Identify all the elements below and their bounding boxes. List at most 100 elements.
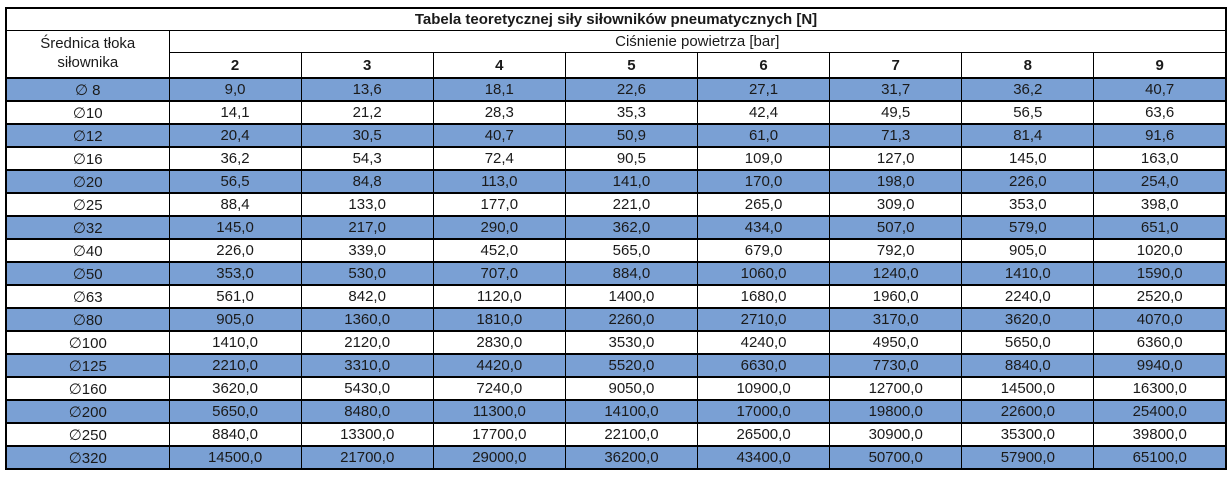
diameter-cell: ∅32 <box>5 215 170 240</box>
diameter-cell: ∅250 <box>5 422 170 447</box>
table-row: ∅320 14500,0 21700,0 29000,0 36200,0 43400,0 5… <box>5 445 1227 470</box>
force-value-cell: 9940,0 <box>1093 353 1227 378</box>
pressure-col-header: 8 <box>961 52 1095 79</box>
force-value-cell: 353,0 <box>168 261 302 286</box>
force-value-cell: 36,2 <box>168 146 302 171</box>
force-value-cell: 14500,0 <box>168 445 302 470</box>
force-value-cell: 145,0 <box>168 215 302 240</box>
diameter-cell: ∅80 <box>5 307 170 332</box>
force-value-cell: 2830,0 <box>432 330 566 355</box>
force-value-cell: 1240,0 <box>829 261 963 286</box>
force-value-cell: 884,0 <box>564 261 699 286</box>
diameter-cell: ∅50 <box>5 261 170 286</box>
force-value-cell: 7240,0 <box>432 376 566 401</box>
force-value-cell: 3620,0 <box>168 376 302 401</box>
force-value-cell: 5430,0 <box>300 376 434 401</box>
force-value-cell: 56,5 <box>961 100 1095 125</box>
force-value-cell: 19800,0 <box>829 399 963 424</box>
force-value-cell: 842,0 <box>300 284 434 309</box>
pressure-col-header: 7 <box>829 52 963 79</box>
force-value-cell: 84,8 <box>300 169 434 194</box>
force-value-cell: 2260,0 <box>564 307 699 332</box>
force-value-cell: 198,0 <box>829 169 963 194</box>
force-value-cell: 707,0 <box>432 261 566 286</box>
force-value-cell: 2710,0 <box>696 307 831 332</box>
force-value-cell: 8840,0 <box>961 353 1095 378</box>
force-value-cell: 30900,0 <box>829 422 963 447</box>
group-header-row: Średnica tłoka siłownika Ciśnienie powie… <box>5 30 1227 79</box>
force-value-cell: 217,0 <box>300 215 434 240</box>
force-value-cell: 1410,0 <box>961 261 1095 286</box>
force-value-cell: 1400,0 <box>564 284 699 309</box>
force-value-cell: 81,4 <box>961 123 1095 148</box>
force-value-cell: 65100,0 <box>1093 445 1227 470</box>
force-value-cell: 226,0 <box>961 169 1095 194</box>
table-title: Tabela teoretycznej siły siłowników pneu… <box>5 7 1227 31</box>
row-header-diameter: Średnica tłoka siłownika <box>5 30 170 79</box>
force-value-cell: 1410,0 <box>168 330 302 355</box>
pressure-col-header: 2 <box>168 52 302 79</box>
table-header: Tabela teoretycznej siły siłowników pneu… <box>5 7 1227 79</box>
force-value-cell: 42,4 <box>696 100 831 125</box>
force-value-cell: 63,6 <box>1093 100 1227 125</box>
force-value-cell: 221,0 <box>564 192 699 217</box>
force-value-cell: 163,0 <box>1093 146 1227 171</box>
force-value-cell: 8480,0 <box>300 399 434 424</box>
force-value-cell: 579,0 <box>961 215 1095 240</box>
force-value-cell: 35300,0 <box>961 422 1095 447</box>
force-value-cell: 2240,0 <box>961 284 1095 309</box>
force-value-cell: 353,0 <box>961 192 1095 217</box>
force-value-cell: 40,7 <box>1093 77 1227 102</box>
force-value-cell: 254,0 <box>1093 169 1227 194</box>
pressure-col-header: 5 <box>564 52 699 79</box>
force-value-cell: 5650,0 <box>168 399 302 424</box>
table-row: ∅ 8 9,0 13,6 18,1 22,6 27,1 31,7 36,2 40,7 <box>5 77 1227 102</box>
pneumatic-force-table: Tabela teoretycznej siły siłowników pneu… <box>5 7 1227 470</box>
table-row: ∅10 14,1 21,2 28,3 35,3 42,4 49,5 56,5 63,6 <box>5 100 1227 125</box>
force-value-cell: 9,0 <box>168 77 302 102</box>
force-value-cell: 36200,0 <box>564 445 699 470</box>
force-value-cell: 5650,0 <box>961 330 1095 355</box>
force-value-cell: 91,6 <box>1093 123 1227 148</box>
force-value-cell: 565,0 <box>564 238 699 263</box>
force-value-cell: 452,0 <box>432 238 566 263</box>
force-value-cell: 362,0 <box>564 215 699 240</box>
force-value-cell: 14,1 <box>168 100 302 125</box>
force-value-cell: 530,0 <box>300 261 434 286</box>
force-value-cell: 6360,0 <box>1093 330 1227 355</box>
pressure-col-header: 9 <box>1093 52 1227 79</box>
force-value-cell: 1060,0 <box>696 261 831 286</box>
force-value-cell: 905,0 <box>961 238 1095 263</box>
force-value-cell: 13,6 <box>300 77 434 102</box>
force-value-cell: 17700,0 <box>432 422 566 447</box>
force-value-cell: 29000,0 <box>432 445 566 470</box>
force-value-cell: 651,0 <box>1093 215 1227 240</box>
force-value-cell: 561,0 <box>168 284 302 309</box>
table-row: ∅12 20,4 30,5 40,7 50,9 61,0 71,3 81,4 91,6 <box>5 123 1227 148</box>
force-value-cell: 905,0 <box>168 307 302 332</box>
force-value-cell: 10900,0 <box>696 376 831 401</box>
force-value-cell: 2120,0 <box>300 330 434 355</box>
force-value-cell: 14500,0 <box>961 376 1095 401</box>
force-value-cell: 11300,0 <box>432 399 566 424</box>
diameter-cell: ∅16 <box>5 146 170 171</box>
title-row: Tabela teoretycznej siły siłowników pneu… <box>5 7 1227 31</box>
force-value-cell: 109,0 <box>696 146 831 171</box>
force-value-cell: 309,0 <box>829 192 963 217</box>
force-value-cell: 9050,0 <box>564 376 699 401</box>
diameter-cell: ∅20 <box>5 169 170 194</box>
diameter-cell: ∅40 <box>5 238 170 263</box>
force-value-cell: 71,3 <box>829 123 963 148</box>
table-row: ∅250 8840,0 13300,0 17700,0 22100,0 26500,0 30… <box>5 422 1227 447</box>
force-value-cell: 1590,0 <box>1093 261 1227 286</box>
table-row: ∅80 905,0 1360,0 1810,0 2260,0 2710,0 3170,0 36… <box>5 307 1227 332</box>
force-value-cell: 43400,0 <box>696 445 831 470</box>
force-value-cell: 2210,0 <box>168 353 302 378</box>
force-value-cell: 56,5 <box>168 169 302 194</box>
table-body: ∅ 8 9,0 13,6 18,1 22,6 27,1 31,7 36,2 40,7 ∅10 14,… <box>5 77 1227 470</box>
force-value-cell: 50,9 <box>564 123 699 148</box>
force-value-cell: 27,1 <box>696 77 831 102</box>
force-value-cell: 21,2 <box>300 100 434 125</box>
force-value-cell: 265,0 <box>696 192 831 217</box>
